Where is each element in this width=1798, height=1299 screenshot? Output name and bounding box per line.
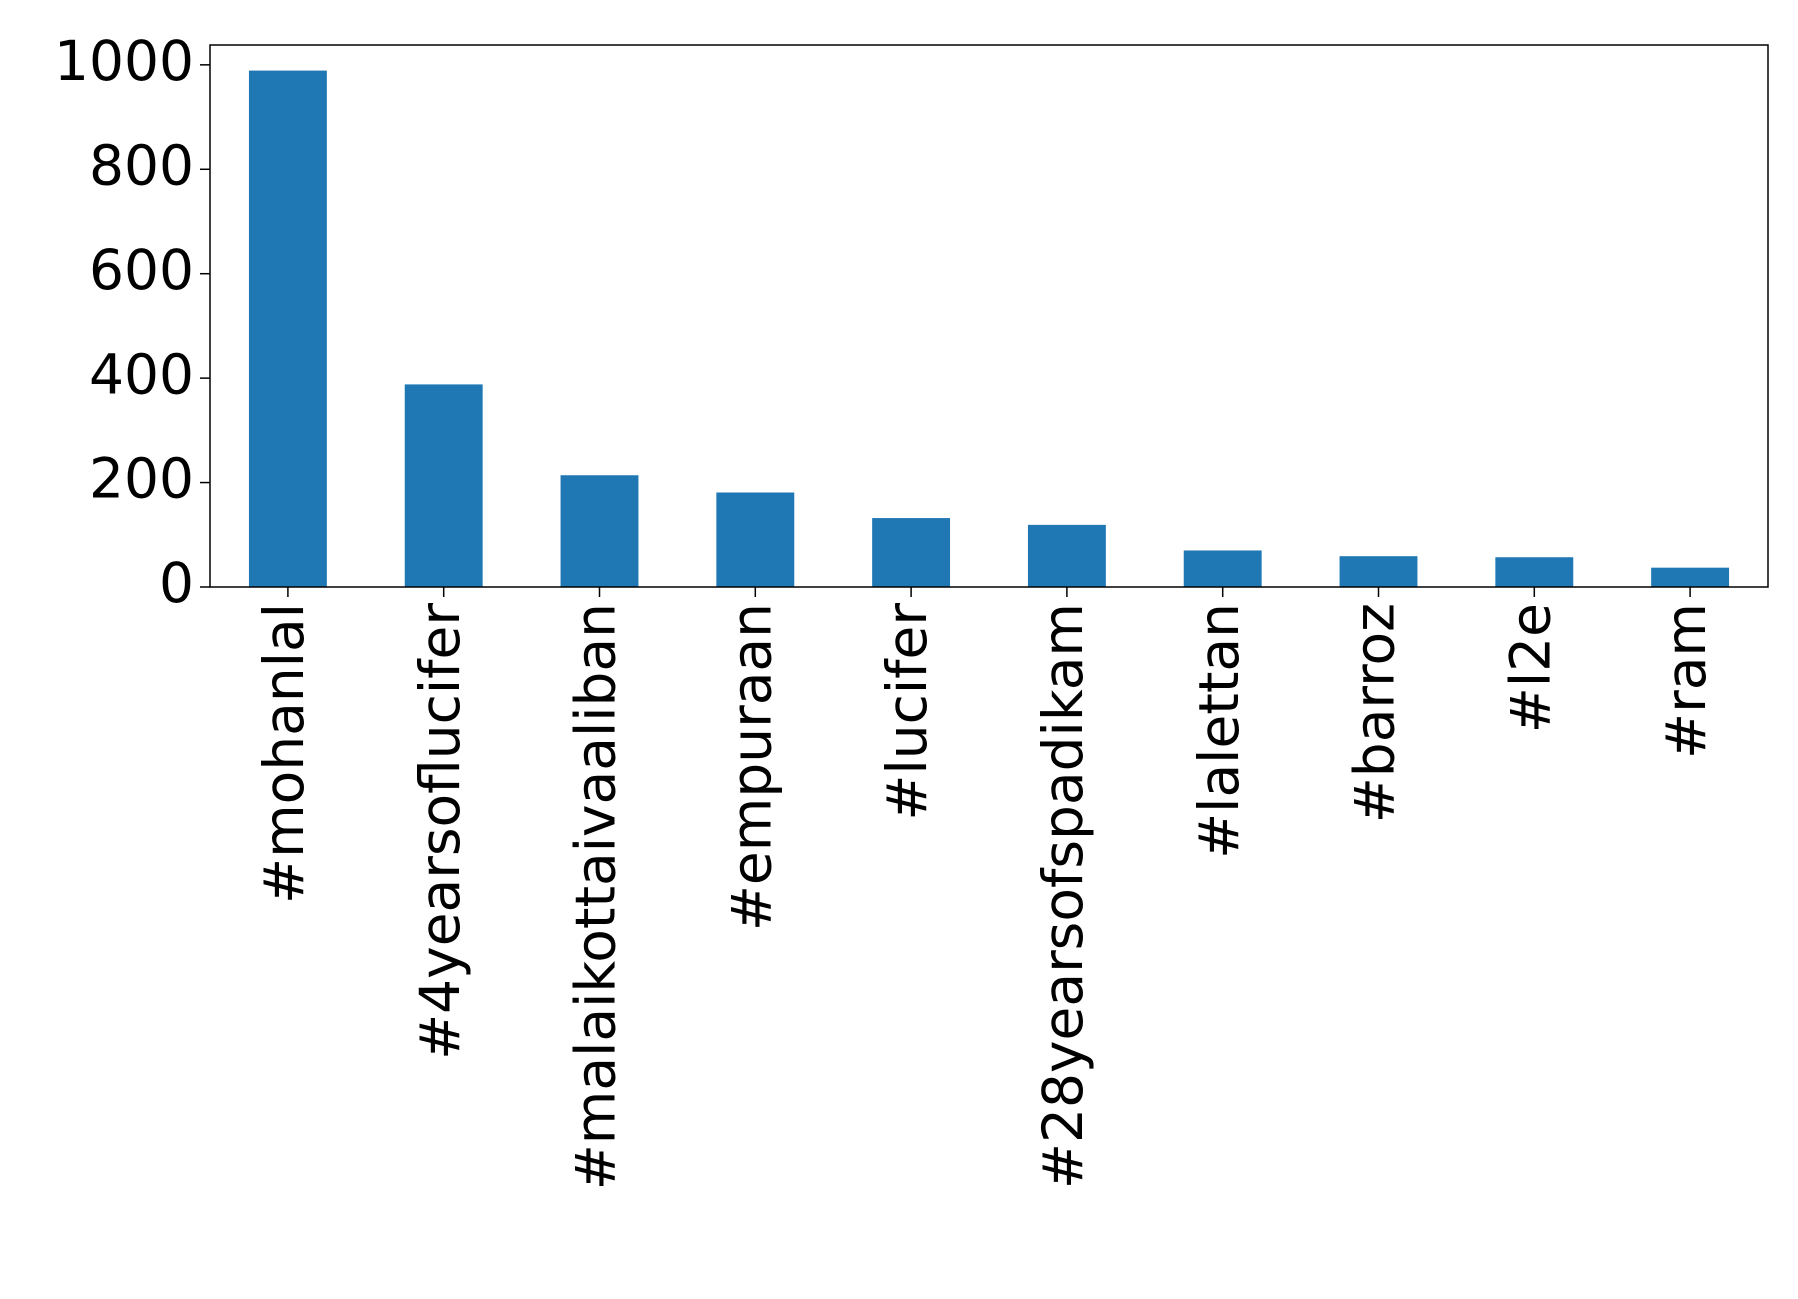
x-tick-label: #4yearsoflucifer [408,603,472,1060]
bar [1027,524,1106,587]
plot-frame [209,44,1769,588]
bar [560,475,639,587]
y-tick-label: 1000 [54,29,194,93]
bar [404,384,483,587]
bar [1651,567,1730,587]
bar [716,492,795,587]
y-tick-label: 800 [89,133,194,197]
x-tick-label: #barroz [1343,603,1407,823]
y-tick-label: 400 [89,342,194,406]
x-tick-label: #malaikottaivaaliban [564,603,628,1190]
y-tick-label: 600 [89,238,194,302]
bar [872,518,951,587]
x-tick-label: #lalettan [1187,603,1251,859]
x-tick-label: #mohanlal [252,603,316,904]
bar [1495,557,1574,587]
bar [1183,550,1262,587]
x-tick-label: #28yearsofspadikam [1031,603,1095,1189]
bar [248,70,327,587]
y-tick-label: 0 [159,551,194,615]
y-tick-label: 200 [89,447,194,511]
x-tick-label: #empuraan [719,603,783,931]
x-tick-label: #l2e [1498,603,1562,733]
x-tick-label: #lucifer [875,603,939,821]
x-tick-label: #ram [1654,603,1718,759]
bar [1339,556,1418,587]
